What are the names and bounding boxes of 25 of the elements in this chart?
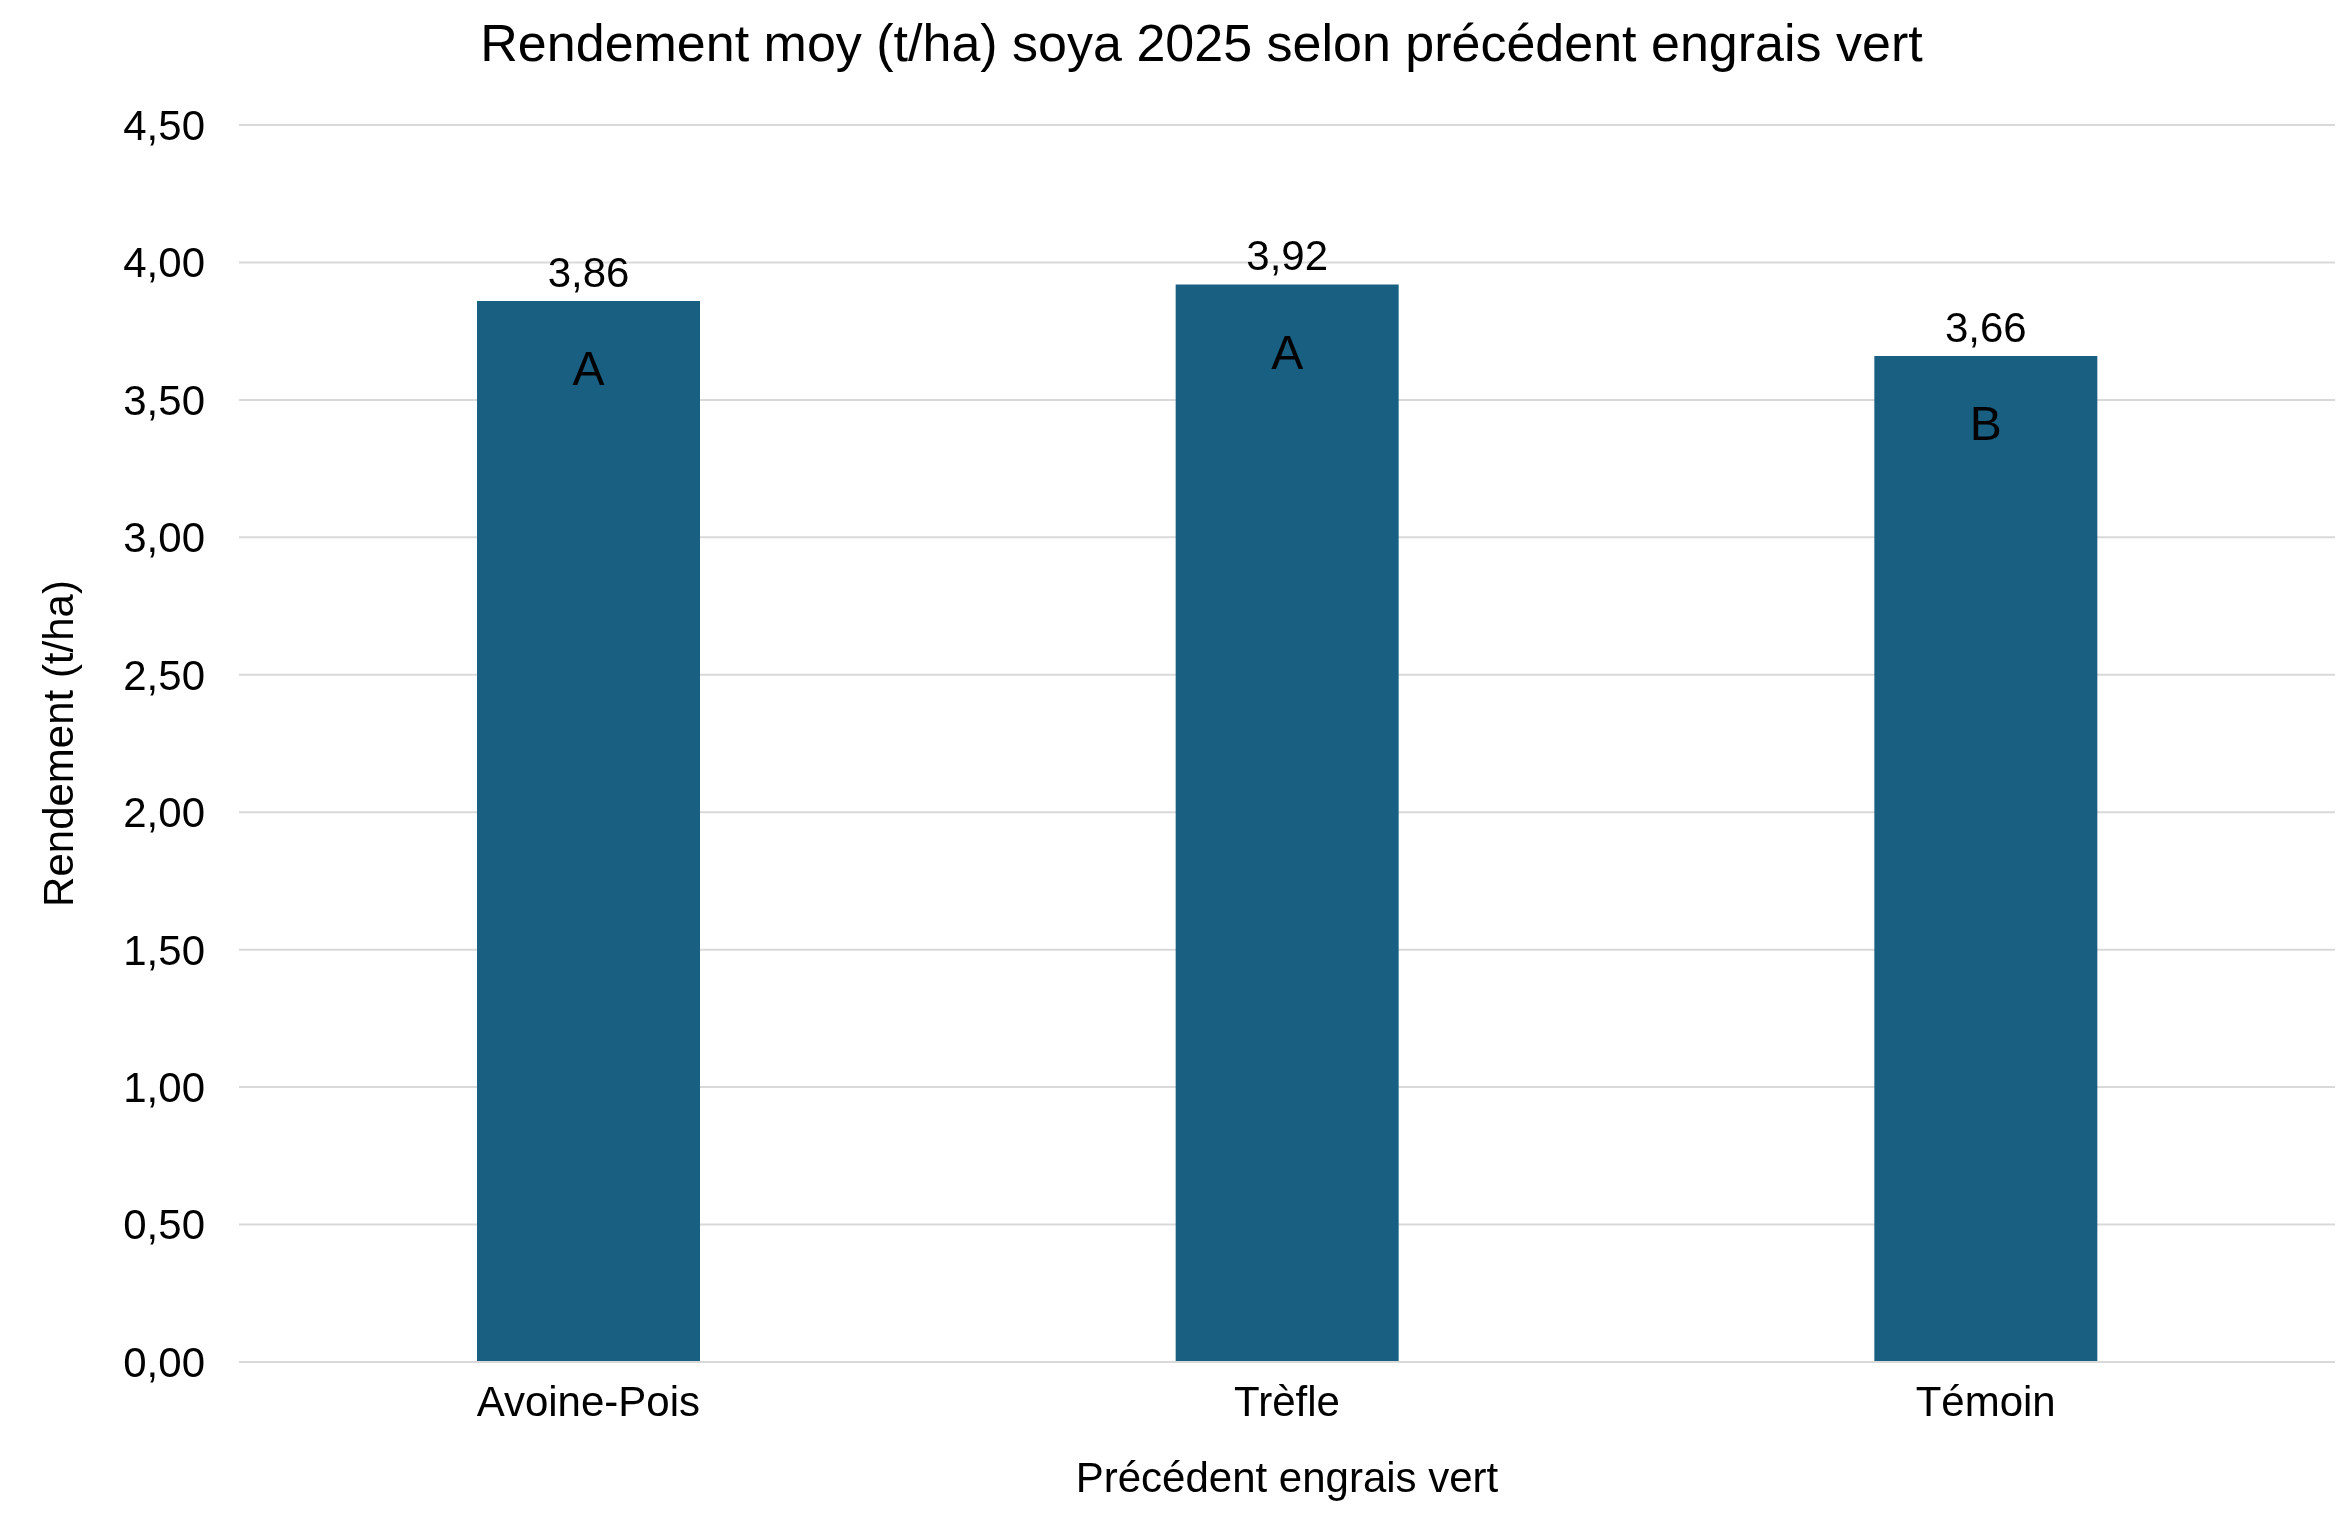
y-tick-label: 1,00 [123, 1064, 205, 1112]
x-tick-label: Témoin [1915, 1377, 2056, 1425]
chart-title: Rendement moy (t/ha) soya 2025 selon précédent engrais vert [479, 13, 1924, 74]
data-label: 3,86 [547, 248, 630, 296]
bar [1874, 355, 2098, 1362]
x-tick-label: Trèfle [1234, 1377, 1340, 1425]
y-tick-label: 1,50 [123, 926, 205, 974]
bar [477, 300, 700, 1362]
y-tick-label: 3,00 [123, 514, 205, 562]
bar [1175, 284, 1399, 1362]
y-tick-label: 2,00 [123, 789, 205, 837]
x-tick-label: Avoine-Pois [476, 1377, 701, 1425]
data-label: 3,92 [1246, 232, 1329, 280]
y-axis-title: Rendement (t/ha) [34, 580, 82, 907]
annotation: A [1271, 325, 1304, 379]
y-tick-label: 4,00 [123, 239, 205, 287]
y-tick-label: 2,50 [123, 651, 205, 699]
data-label: 3,66 [1944, 303, 2027, 351]
annotation: A [572, 342, 605, 396]
y-tick-label: 0,00 [123, 1338, 205, 1386]
y-tick-label: 0,50 [123, 1201, 205, 1249]
x-axis-title: Précédent engrais vert [1075, 1454, 1499, 1501]
annotation: B [1969, 396, 2002, 450]
y-tick-label: 3,50 [123, 376, 205, 424]
y-tick-label: 4,50 [123, 101, 205, 149]
